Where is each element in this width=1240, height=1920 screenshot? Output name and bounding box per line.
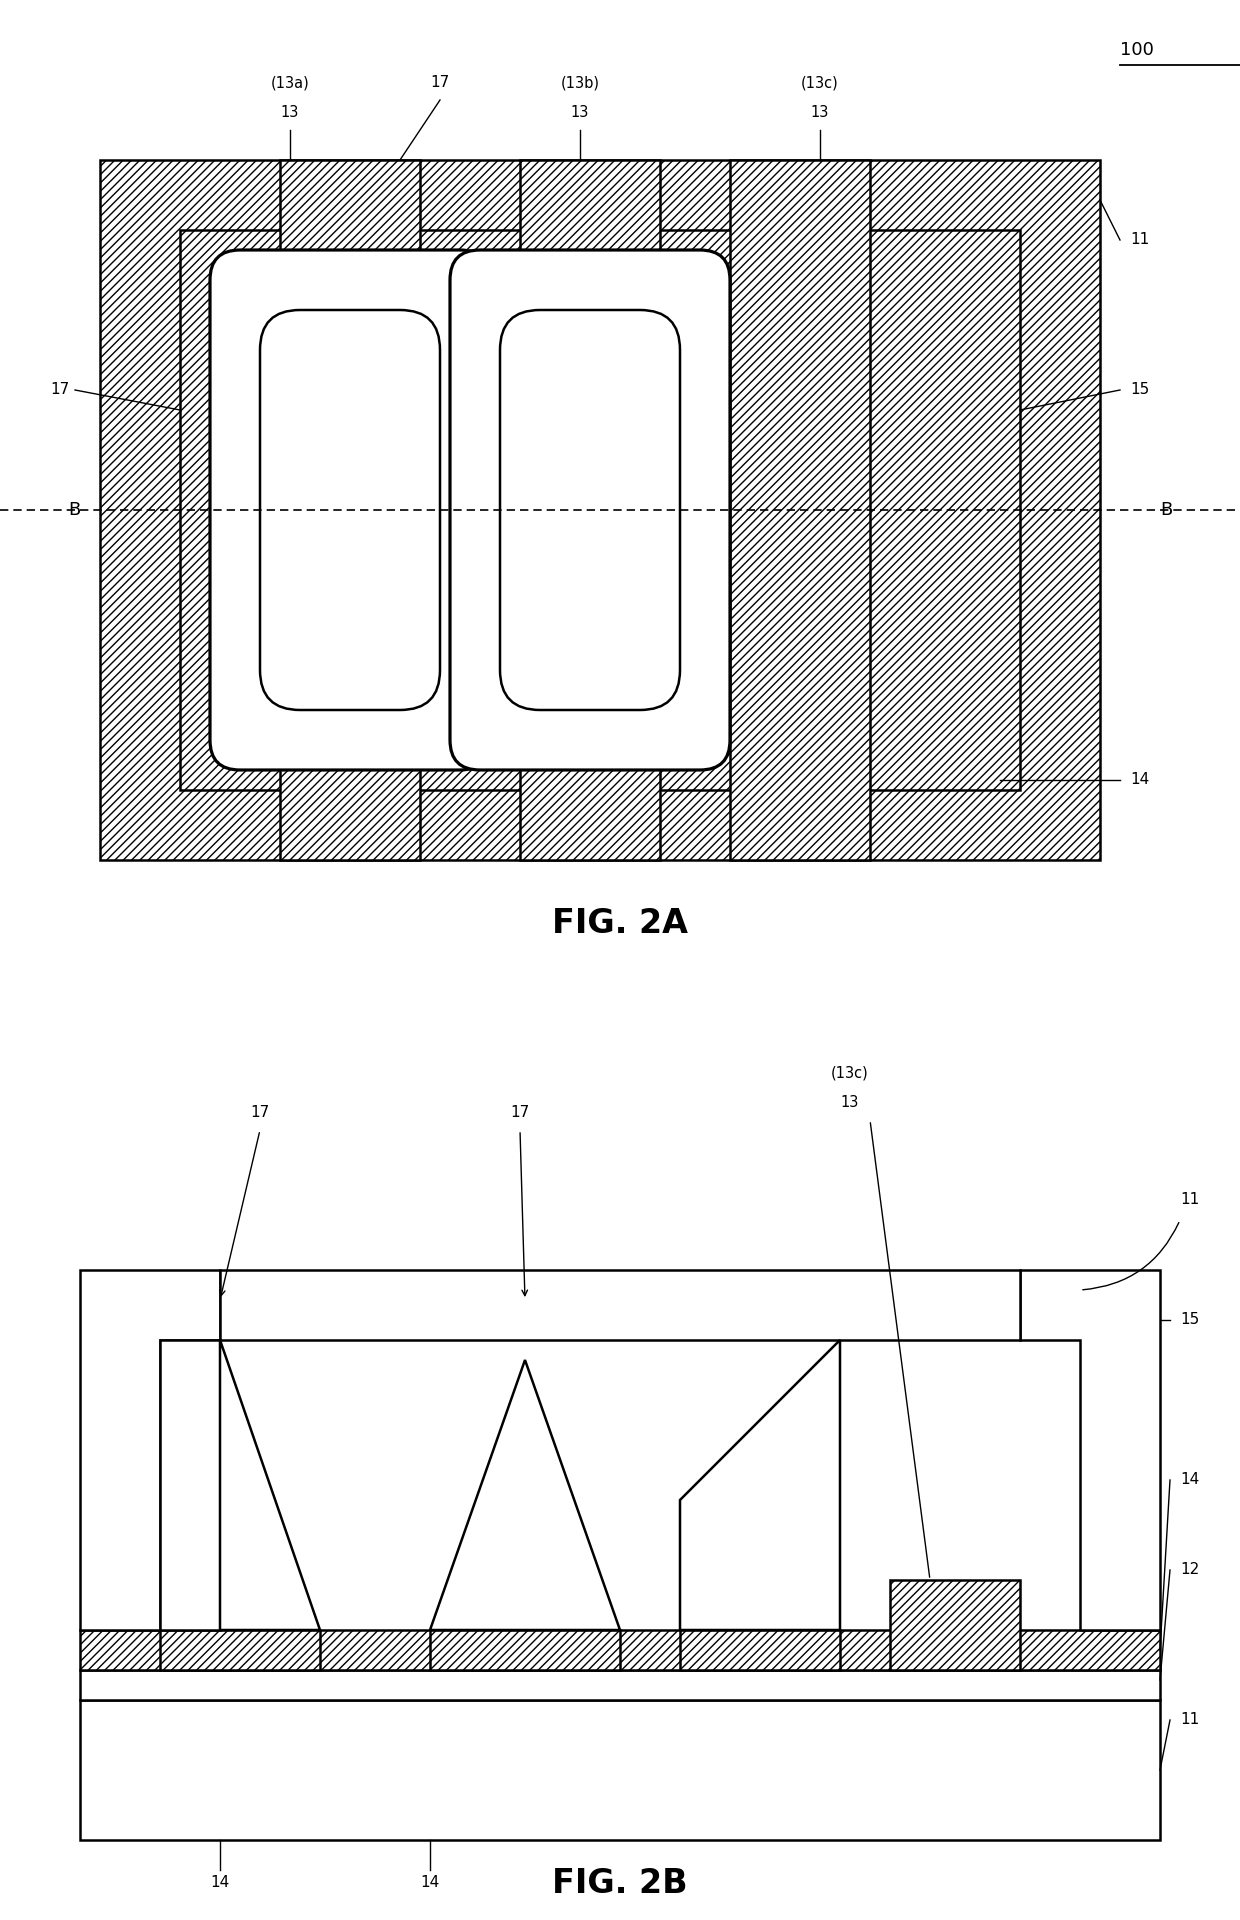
Text: 17: 17	[250, 1106, 269, 1119]
Text: B: B	[68, 501, 81, 518]
Bar	[890, 1580, 1021, 1670]
Text: B: B	[1159, 501, 1172, 518]
FancyBboxPatch shape	[210, 250, 490, 770]
Polygon shape	[160, 1630, 320, 1670]
Bar	[100, 159, 1100, 860]
Polygon shape	[81, 1269, 219, 1630]
Bar	[520, 159, 660, 860]
Text: (13c): (13c)	[801, 75, 839, 90]
Bar	[280, 159, 420, 860]
Text: 15: 15	[1180, 1313, 1199, 1327]
FancyBboxPatch shape	[450, 250, 730, 770]
FancyBboxPatch shape	[260, 309, 440, 710]
Text: 14: 14	[211, 1876, 229, 1889]
Text: (13b): (13b)	[560, 75, 599, 90]
Bar	[219, 1269, 1021, 1340]
Bar	[180, 230, 1021, 789]
Text: 14: 14	[1180, 1473, 1199, 1488]
Text: FIG. 2B: FIG. 2B	[552, 1866, 688, 1901]
Bar	[100, 159, 1100, 860]
Text: 17: 17	[51, 382, 69, 397]
Text: 13: 13	[570, 106, 589, 119]
FancyBboxPatch shape	[500, 309, 680, 710]
Text: (13c): (13c)	[831, 1066, 869, 1079]
Polygon shape	[1021, 1269, 1159, 1630]
Text: 17: 17	[430, 75, 450, 90]
Text: 14: 14	[1130, 772, 1149, 787]
Bar	[81, 1699, 1159, 1839]
Bar	[280, 159, 420, 860]
Text: 13: 13	[841, 1094, 859, 1110]
Bar	[730, 159, 870, 860]
Polygon shape	[680, 1630, 839, 1670]
Text: 17: 17	[511, 1106, 529, 1119]
Polygon shape	[430, 1630, 620, 1670]
Text: 11: 11	[1180, 1713, 1199, 1728]
Polygon shape	[219, 1340, 320, 1630]
Text: 13: 13	[811, 106, 830, 119]
Polygon shape	[680, 1340, 839, 1630]
Text: 14: 14	[420, 1876, 440, 1889]
Text: FIG. 2A: FIG. 2A	[552, 906, 688, 941]
Bar	[180, 230, 1021, 789]
Polygon shape	[430, 1359, 620, 1630]
Text: 15: 15	[1130, 382, 1149, 397]
Text: 13: 13	[280, 106, 299, 119]
Text: 12: 12	[1180, 1563, 1199, 1578]
Bar	[81, 1630, 1159, 1670]
Polygon shape	[160, 1340, 219, 1630]
Text: 11: 11	[1130, 232, 1149, 248]
Text: (13a): (13a)	[270, 75, 309, 90]
Text: 100: 100	[1120, 40, 1154, 60]
Bar	[890, 1580, 1021, 1670]
Bar	[730, 159, 870, 860]
Bar	[81, 1670, 1159, 1699]
Text: 11: 11	[1180, 1192, 1199, 1208]
Bar	[81, 1630, 1159, 1670]
Bar	[520, 159, 660, 860]
